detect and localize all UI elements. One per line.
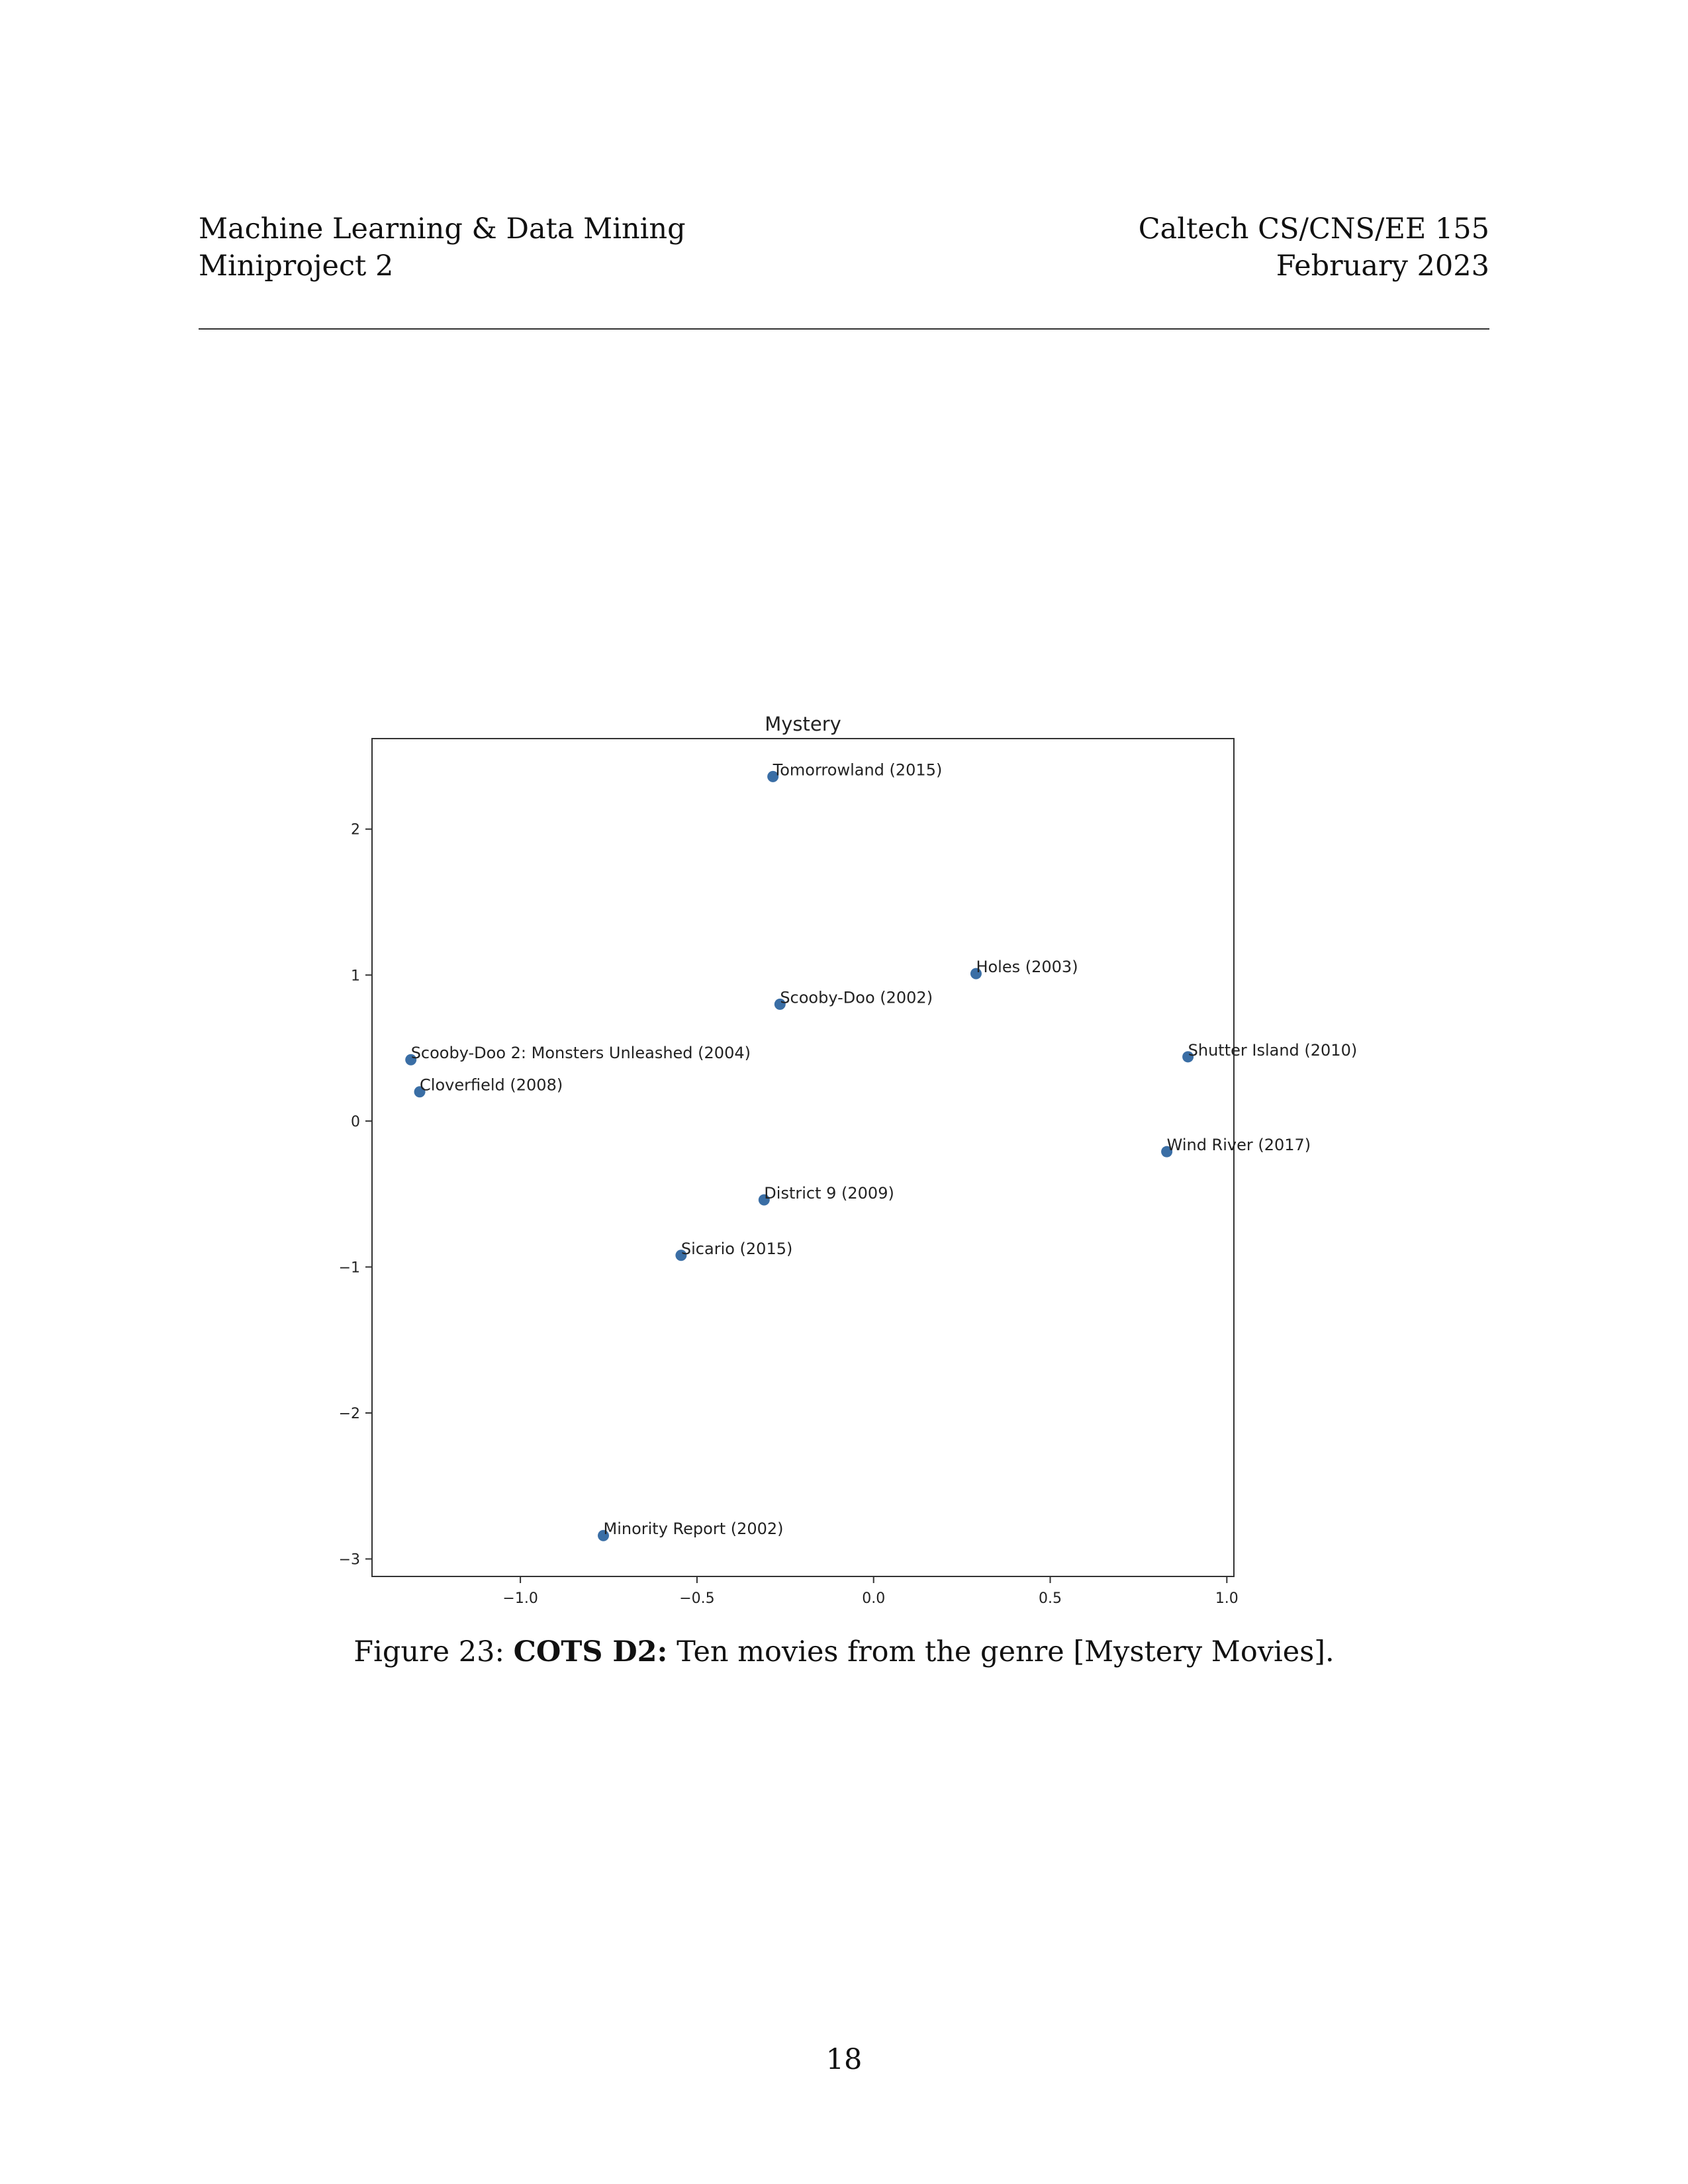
x-tick-label: −0.5 [679,1590,714,1607]
y-tick-label: 1 [351,968,360,984]
data-point [970,968,982,979]
point-label: Cloverfield (2008) [420,1076,563,1095]
point-label: Tomorrowland (2015) [773,760,943,779]
data-point [774,998,786,1010]
header-left: Machine Learning & Data Mining Miniproje… [199,210,686,285]
data-point [405,1054,417,1066]
point-label: Scooby-Doo 2: Monsters Unleashed (2004) [411,1044,751,1062]
y-tick-label: 2 [351,822,360,839]
plot-frame [371,738,1235,1577]
point-label: Sicario (2015) [681,1240,792,1258]
course-number: Caltech CS/CNS/EE 155 [1138,212,1489,246]
y-tick-label: −1 [339,1259,360,1276]
caption-rest: Ten movies from the genre [Mystery Movie… [667,1635,1335,1668]
chart-title: Mystery [765,713,841,735]
course-title: Machine Learning & Data Mining [199,212,686,246]
point-label: Scooby-Doo (2002) [780,988,933,1007]
data-point [675,1250,687,1261]
x-tick-label: −1.0 [502,1590,538,1607]
data-point [598,1529,610,1541]
y-tick-label: −2 [339,1406,360,1422]
data-point [414,1086,426,1098]
page-number: 18 [825,2043,863,2076]
x-tick-label: 0.5 [1039,1590,1062,1607]
y-tick-label: 0 [351,1114,360,1130]
data-point [1161,1146,1173,1158]
figure-caption: Figure 23: COTS D2: Ten movies from the … [199,1633,1489,1670]
x-tick-label: 0.0 [862,1590,885,1607]
point-label: Shutter Island (2010) [1188,1041,1358,1060]
x-tick-label: 1.0 [1215,1590,1239,1607]
course-date: February 2023 [1276,250,1489,283]
y-tick-label: −3 [339,1552,360,1569]
data-point [767,770,779,782]
header-rule [199,328,1489,330]
data-point [1182,1051,1194,1063]
point-label: Minority Report (2002) [604,1520,784,1538]
point-label: Holes (2003) [976,958,1078,976]
mystery-scatter-plot: Mystery −1.0 −0.5 0.0 0.5 1.0 −3 −2 −1 0 1 2 Tomorro… [339,713,1358,1607]
point-label: Wind River (2017) [1167,1136,1311,1154]
header-right: Caltech CS/CNS/EE 155 February 2023 [1139,210,1489,285]
project-title: Miniproject 2 [199,250,394,283]
caption-bold: COTS D2: [513,1635,668,1668]
caption-prefix: Figure 23: [353,1635,514,1668]
point-label: District 9 (2009) [764,1184,894,1203]
data-point [758,1194,770,1206]
